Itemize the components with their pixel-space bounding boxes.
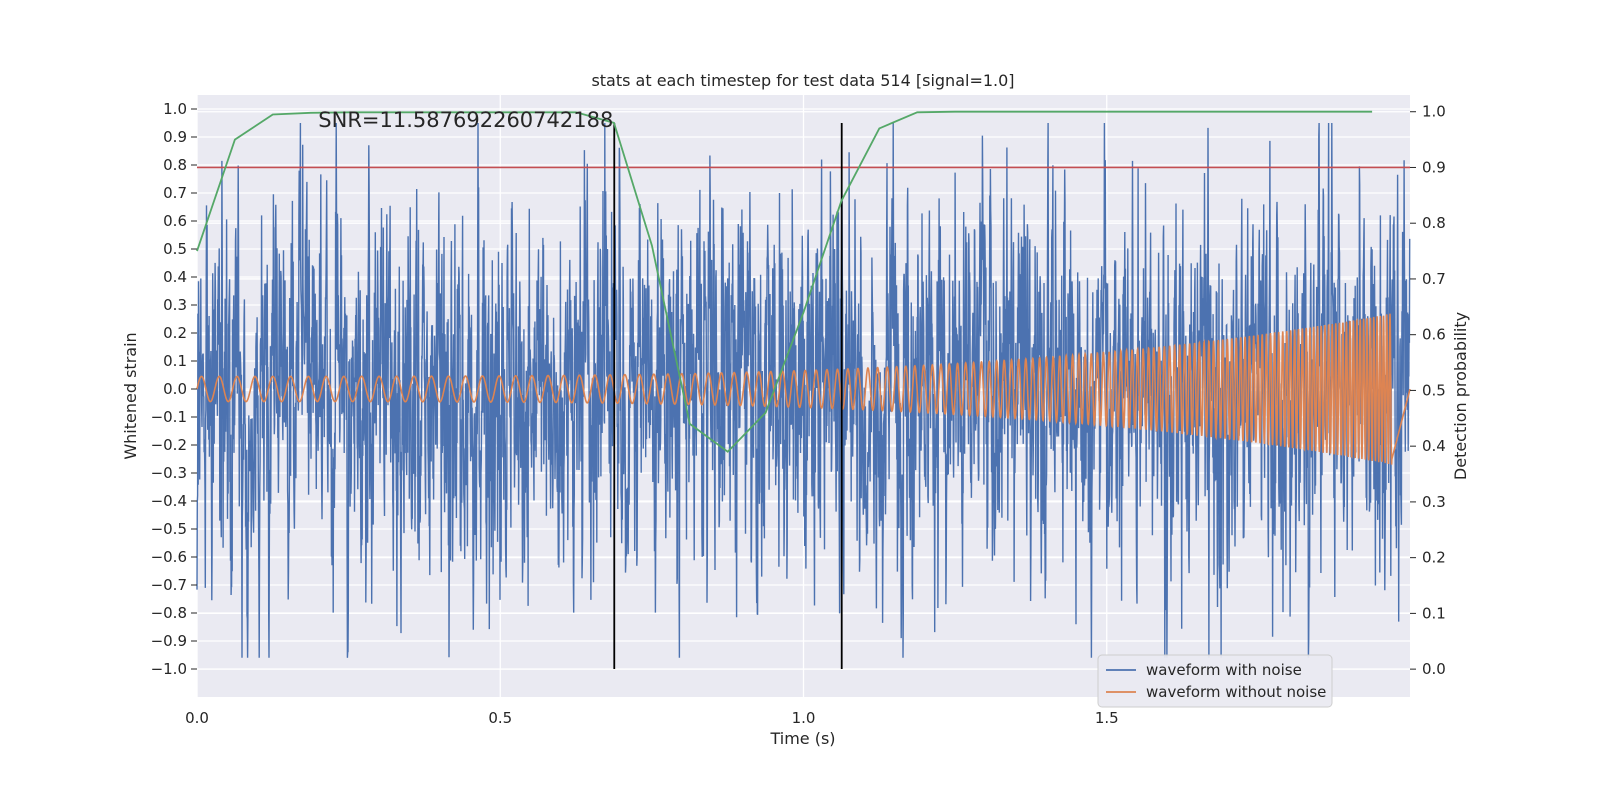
left-tick-label: 0.1: [163, 352, 187, 370]
right-tick-label: 0.5: [1422, 381, 1446, 399]
right-tick-label: 0.9: [1422, 158, 1446, 176]
x-tick-label: 1.5: [1095, 709, 1119, 727]
left-tick-label: 0.4: [163, 268, 187, 286]
legend-entry-label: waveform with noise: [1146, 661, 1302, 679]
x-axis-ticks: 0.0 0.5 1.0 1.5: [185, 709, 1119, 727]
right-tick-label: 0.7: [1422, 270, 1446, 288]
y2-axis-label: Detection probability: [1451, 312, 1470, 480]
y-axis-label: Whitened strain: [121, 332, 140, 459]
right-tick-label: 0.4: [1422, 437, 1446, 455]
event-window-lines: [613, 123, 843, 669]
x-axis-label: Time (s): [769, 729, 835, 748]
left-tick-label: −0.7: [151, 576, 187, 594]
legend-box: [1097, 654, 1333, 708]
left-tick-label: −0.6: [151, 548, 187, 566]
left-tick-label: −0.8: [151, 604, 187, 622]
x-tick-label: 1.0: [792, 709, 816, 727]
right-tick-label: 0.8: [1422, 214, 1446, 232]
series-detection-probability: [196, 110, 1373, 453]
left-tick-label: 0.7: [163, 184, 187, 202]
right-tick-label: 0.3: [1422, 493, 1446, 511]
left-tick-label: −0.9: [151, 632, 187, 650]
chart-title: stats at each timestep for test data 514…: [591, 71, 1014, 90]
right-tick-label: 0.6: [1422, 326, 1446, 344]
legend: waveform with noise waveform without nois…: [1097, 654, 1333, 708]
left-tick-label: −0.4: [151, 492, 187, 510]
left-tick-label: −0.2: [151, 436, 187, 454]
left-y-axis-ticks: 1.0 0.9 0.8 0.7 0.6 0.5 0.4 0.3 0.2 0.1 0.0 −0.1 −0.…: [151, 100, 197, 678]
left-tick-label: 0.3: [163, 296, 187, 314]
x-tick-label: 0.5: [488, 709, 512, 727]
left-tick-label: 0.6: [163, 212, 187, 230]
line-detection-probability: [196, 110, 1373, 453]
left-tick-label: 0.8: [163, 156, 187, 174]
series-waveform-without-noise: [196, 313, 1411, 465]
left-tick-label: 0.5: [163, 240, 187, 258]
left-tick-label: 0.0: [163, 380, 187, 398]
left-tick-label: 0.2: [163, 324, 187, 342]
legend-entry-label: waveform without noise: [1146, 683, 1326, 701]
left-tick-label: −0.5: [151, 520, 187, 538]
line-waveform-without-noise: [196, 313, 1411, 465]
right-tick-label: 0.1: [1422, 604, 1446, 622]
snr-annotation: SNR=11.587692260742188: [318, 108, 613, 132]
right-tick-label: 0.0: [1422, 660, 1446, 678]
right-tick-label: 1.0: [1422, 103, 1446, 121]
left-tick-label: 0.9: [163, 128, 187, 146]
right-y-axis-ticks: 1.0 0.9 0.8 0.7 0.6 0.5 0.4 0.3 0.2 0.1 0.0: [1410, 103, 1446, 678]
left-tick-label: −0.3: [151, 464, 187, 482]
left-tick-label: −0.1: [151, 408, 187, 426]
left-tick-label: −1.0: [151, 660, 187, 678]
x-tick-label: 0.0: [185, 709, 209, 727]
left-tick-label: 1.0: [163, 100, 187, 118]
right-tick-label: 0.2: [1422, 549, 1446, 567]
